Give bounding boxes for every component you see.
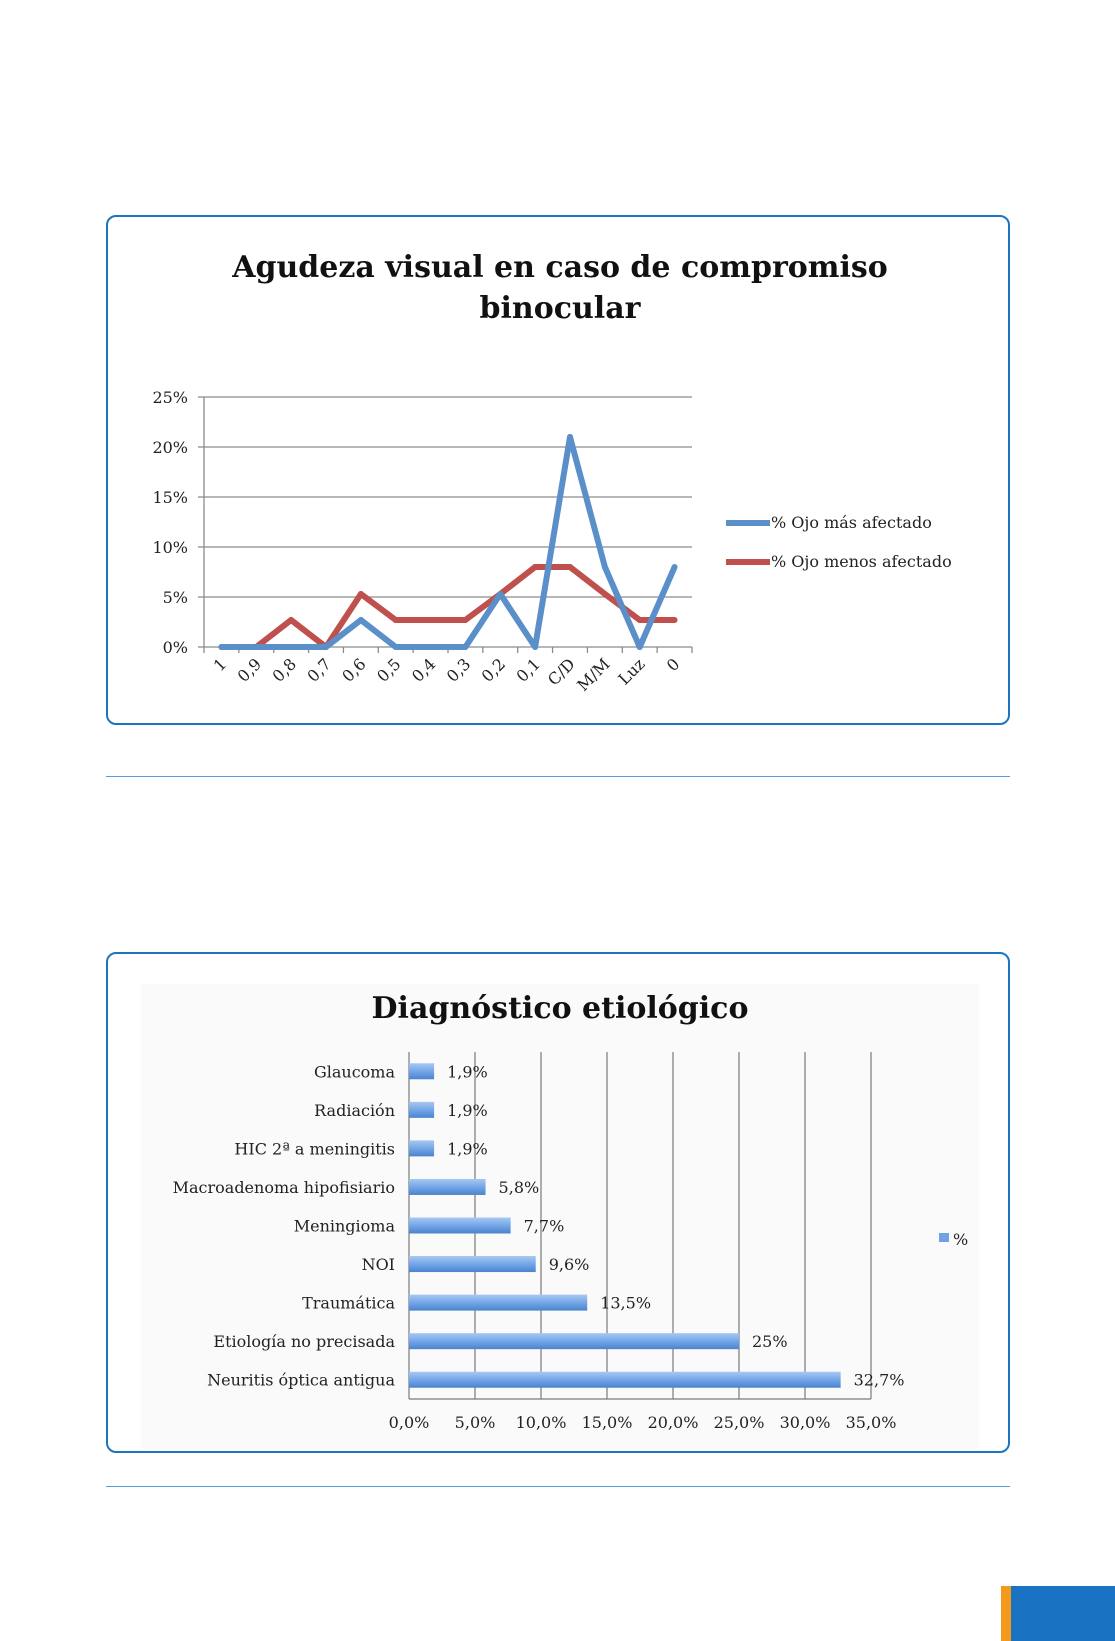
x-tick-label: 0,7 [303, 654, 334, 685]
data-point [567, 564, 573, 570]
data-point [636, 644, 643, 650]
data-point [427, 644, 434, 650]
x-tick-label: 0,1 [513, 654, 544, 685]
x-tick-label: 20,0% [648, 1413, 699, 1432]
category-label: HIC 2ª a meningitis [234, 1139, 395, 1158]
data-label: 25% [752, 1332, 788, 1351]
legend-label: % [953, 1230, 968, 1249]
data-label: 9,6% [549, 1255, 590, 1274]
x-tick-label: M/M [573, 654, 613, 694]
data-label: 1,9% [447, 1101, 488, 1120]
data-point [462, 644, 469, 650]
legend-label: % Ojo más afectado [771, 513, 932, 532]
data-label: 1,9% [447, 1139, 488, 1158]
chart-title: Agudeza visual en caso de compromiso [231, 250, 888, 285]
data-point [288, 617, 295, 623]
data-point [253, 644, 260, 650]
x-tick-label: 1 [210, 654, 231, 675]
data-point [636, 617, 643, 623]
bar [409, 1371, 841, 1388]
data-point [288, 644, 295, 650]
x-tick-label: 0,4 [408, 654, 439, 685]
data-point [427, 617, 434, 623]
category-label: Etiología no precisada [213, 1332, 395, 1351]
data-label: 5,8% [499, 1178, 540, 1197]
x-tick-label: 10,0% [516, 1413, 567, 1432]
chart-title: Diagnóstico etiológico [372, 991, 749, 1026]
category-label: NOI [362, 1255, 395, 1274]
data-point [218, 644, 225, 650]
data-point [462, 617, 469, 623]
y-tick-label: 15% [152, 488, 188, 507]
data-point [601, 591, 608, 597]
x-tick-label: 0,8 [269, 654, 300, 685]
visual-acuity-line-chart: Agudeza visual en caso de compromiso bino… [152, 250, 952, 695]
plot-background [141, 984, 979, 1449]
divider-line [106, 776, 1010, 777]
category-label: Meningioma [294, 1217, 396, 1236]
bar [409, 1063, 435, 1080]
legend-swatch [939, 1233, 949, 1242]
x-tick-label: 30,0% [780, 1413, 831, 1432]
x-tick-label: Luz [614, 654, 648, 688]
bar [409, 1140, 435, 1157]
category-label: Neuritis óptica antigua [207, 1371, 395, 1390]
page-corner-block [1011, 1586, 1115, 1641]
y-tick-label: 25% [152, 388, 188, 407]
x-tick-label: 5,0% [455, 1413, 496, 1432]
data-label: 32,7% [854, 1371, 905, 1390]
x-tick-label: 0,5 [373, 654, 404, 685]
x-tick-label: 15,0% [582, 1413, 633, 1432]
data-label: 13,5% [600, 1294, 651, 1313]
x-tick-label: 0,0% [389, 1413, 430, 1432]
x-tick-label: 0,3 [443, 654, 474, 685]
page-corner-accent [1001, 1586, 1011, 1641]
data-point [671, 617, 678, 623]
data-point [601, 564, 608, 570]
data-point [532, 644, 539, 650]
x-tick-label: 35,0% [846, 1413, 897, 1432]
data-point [671, 564, 678, 570]
data-label: 1,9% [447, 1062, 488, 1081]
x-tick-label: 25,0% [714, 1413, 765, 1432]
y-tick-label: 10% [152, 538, 188, 557]
bar [409, 1101, 435, 1118]
data-label: 7,7% [524, 1217, 565, 1236]
category-label: Glaucoma [314, 1062, 396, 1081]
category-label: Traumática [302, 1294, 395, 1313]
y-tick-label: 20% [152, 438, 188, 457]
data-point [497, 591, 504, 597]
data-point [567, 434, 573, 440]
line-chart-panel: Agudeza visual en caso de compromiso bino… [106, 215, 1010, 725]
bar [409, 1178, 486, 1195]
y-tick-label: 0% [163, 638, 188, 657]
y-tick-label: 5% [163, 588, 188, 607]
series-line-1 [221, 564, 675, 650]
legend-label: % Ojo menos afectado [771, 552, 952, 571]
data-point [323, 644, 329, 650]
x-tick-label: 0 [663, 654, 684, 675]
bar [409, 1333, 739, 1350]
divider-line [106, 1486, 1010, 1487]
bar-chart-panel: Diagnóstico etiológico 0,0% 5,0% 10,0% 15,0%… [106, 952, 1010, 1453]
x-tick-label: 0,2 [478, 654, 509, 685]
etiology-bar-chart: Diagnóstico etiológico 0,0% 5,0% 10,0% 15,0%… [141, 984, 979, 1449]
x-tick-label: 0,9 [234, 654, 265, 685]
bar [409, 1294, 588, 1311]
x-tick-label: 0,6 [338, 654, 369, 685]
bar [409, 1256, 536, 1273]
data-point [357, 617, 364, 623]
bar [409, 1217, 511, 1234]
x-tick-label: C/D [544, 654, 579, 689]
series-line-0 [221, 434, 678, 650]
data-point [392, 617, 399, 623]
category-label: Radiación [314, 1101, 395, 1120]
chart-title: binocular [480, 291, 642, 326]
data-point [532, 564, 539, 570]
data-point [392, 644, 399, 650]
category-label: Macroadenoma hipofisiario [173, 1178, 395, 1197]
data-point [357, 591, 364, 597]
